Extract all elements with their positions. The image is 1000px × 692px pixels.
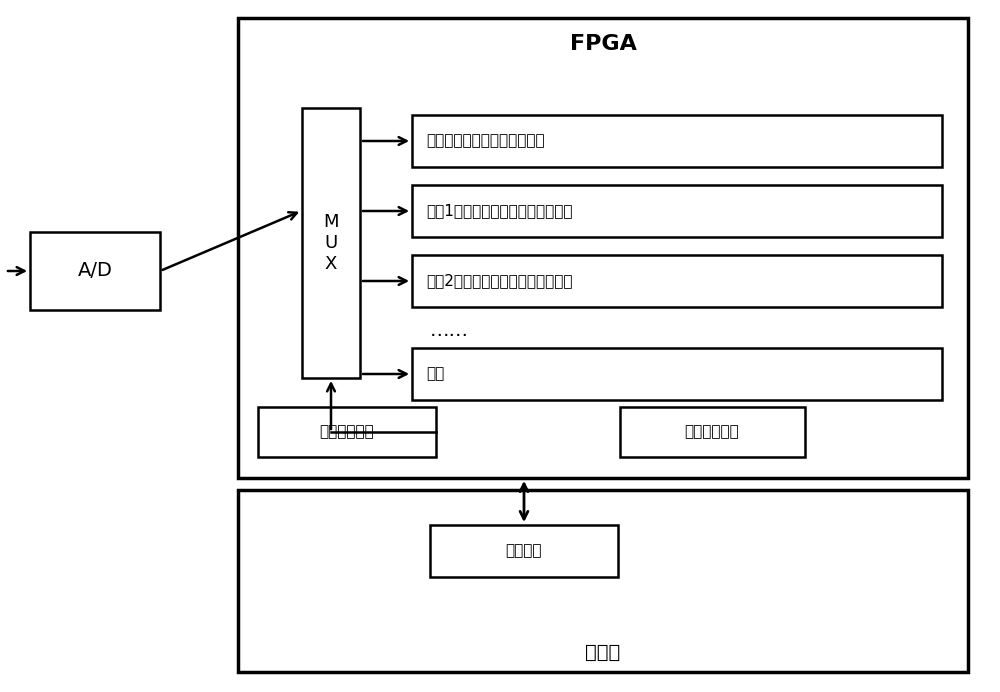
Bar [412, 348, 942, 400]
Text: 自检控制: 自检控制 [506, 543, 542, 558]
Bar [238, 18, 968, 478]
Text: 测距1信号：捕获、跟踪、精密测量: 测距1信号：捕获、跟踪、精密测量 [426, 203, 572, 219]
Text: A/D: A/D [78, 262, 112, 280]
Text: 主控端: 主控端 [585, 642, 621, 662]
Text: 遥控信号：捕获、跟踪、解调: 遥控信号：捕获、跟踪、解调 [426, 134, 545, 149]
Bar [412, 115, 942, 167]
Bar [238, 490, 968, 672]
Text: 测距2信号：捕获、跟踪、精密测量: 测距2信号：捕获、跟踪、精密测量 [426, 273, 572, 289]
Bar [412, 185, 942, 237]
Bar [430, 525, 618, 577]
Text: 其他: 其他 [426, 367, 444, 381]
Bar [30, 232, 160, 310]
Bar [412, 255, 942, 307]
Bar [258, 407, 436, 457]
Text: 自检信号产生: 自检信号产生 [320, 424, 374, 439]
Text: 下行信号产生: 下行信号产生 [685, 424, 739, 439]
Text: ……: …… [430, 320, 469, 340]
Text: M
U
X: M U X [323, 213, 339, 273]
Bar [302, 108, 360, 378]
Bar [620, 407, 805, 457]
Text: FPGA: FPGA [570, 34, 636, 54]
